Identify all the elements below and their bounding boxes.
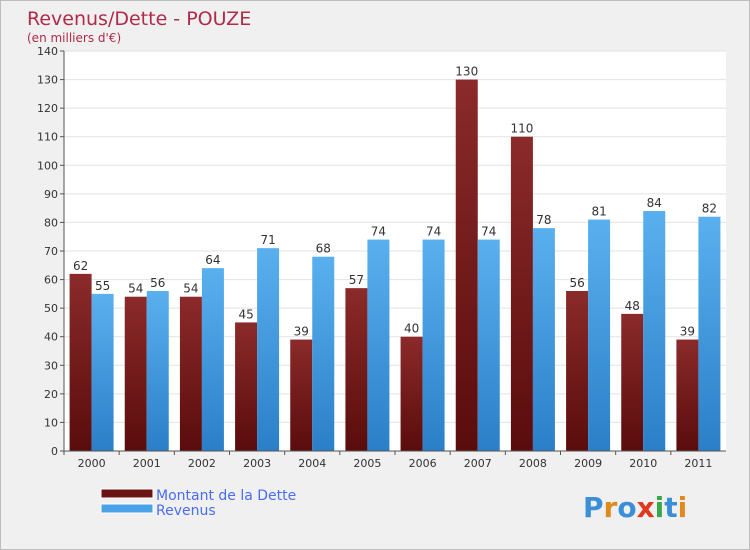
y-tick-label: 30	[44, 359, 58, 372]
x-tick-label: 2001	[133, 457, 161, 470]
y-tick-label: 100	[37, 159, 58, 172]
value-label-revenus-2003: 71	[260, 233, 275, 247]
bar-debt-2011	[676, 339, 699, 451]
y-tick-label: 10	[44, 416, 58, 429]
x-tick-label: 2010	[629, 457, 657, 470]
x-tick-label: 2006	[409, 457, 437, 470]
x-tick-label: 2007	[464, 457, 492, 470]
value-label-revenus-2010: 84	[647, 196, 662, 210]
y-tick-label: 120	[37, 102, 58, 115]
bar-debt-2009	[566, 291, 589, 451]
value-label-debt-2009: 56	[569, 276, 584, 290]
legend-swatch-revenus	[100, 503, 154, 514]
y-tick-label: 20	[44, 388, 58, 401]
bar-revenus-2003	[257, 248, 280, 451]
bar-debt-2003	[235, 322, 258, 451]
bar-debt-2000	[69, 273, 92, 451]
value-label-debt-2002: 54	[183, 282, 198, 296]
bar-debt-2004	[290, 339, 313, 451]
value-label-debt-2005: 57	[349, 273, 364, 287]
x-axis-ticks: 2000 2001 2002 2003 2004 2005 2006 2007 2008 2009…	[63, 451, 712, 470]
bars: 62 55 54 56 54 64 45 71 39 68 57 74 40 74 130 74 110 78 56…	[69, 65, 721, 452]
x-tick-label: 2005	[353, 457, 381, 470]
value-label-debt-2003: 45	[238, 307, 253, 321]
bar-debt-2001	[124, 296, 147, 451]
bar-revenus-2010	[643, 211, 666, 451]
value-label-debt-2006: 40	[404, 322, 419, 336]
bar-debt-2008	[510, 136, 533, 451]
x-tick-label: 2003	[243, 457, 271, 470]
value-label-revenus-2009: 81	[591, 205, 606, 219]
x-tick-label: 2008	[519, 457, 547, 470]
value-label-debt-2011: 39	[680, 325, 695, 339]
y-tick-label: 0	[51, 445, 58, 458]
bar-debt-2007	[455, 79, 478, 452]
bar-revenus-2000	[91, 293, 114, 451]
value-label-debt-2008: 110	[510, 122, 533, 136]
bar-debt-2005	[345, 288, 368, 451]
value-label-revenus-2001: 56	[150, 276, 165, 290]
value-label-debt-2000: 62	[73, 259, 88, 273]
value-label-revenus-2007: 74	[481, 225, 496, 239]
bar-revenus-2011	[698, 216, 721, 451]
gridlines	[64, 50, 726, 423]
value-label-revenus-2002: 64	[205, 253, 220, 267]
y-tick-label: 70	[44, 245, 58, 258]
y-tick-label: 90	[44, 188, 58, 201]
y-tick-label: 40	[44, 331, 58, 344]
bar-revenus-2005	[367, 239, 390, 451]
bar-revenus-2004	[312, 256, 335, 451]
legend-label-debt: Montant de la Dette	[156, 488, 296, 504]
value-label-revenus-2005: 74	[371, 225, 386, 239]
chart-title: Revenus/Dette - POUZE	[27, 8, 251, 30]
y-axis-ticks: 0 10 20 30 40 50 60 70 80 90 100 110 120 130 140	[37, 45, 64, 458]
y-tick-label: 50	[44, 302, 58, 315]
value-label-revenus-2011: 82	[702, 202, 717, 216]
value-label-debt-2001: 54	[128, 282, 143, 296]
bar-revenus-2007	[477, 239, 500, 451]
value-label-revenus-2006: 74	[426, 225, 441, 239]
x-tick-label: 2000	[78, 457, 106, 470]
y-tick-label: 130	[37, 74, 58, 87]
x-tick-label: 2009	[574, 457, 602, 470]
value-label-revenus-2000: 55	[95, 279, 110, 293]
bar-revenus-2001	[146, 291, 169, 451]
value-label-debt-2010: 48	[625, 299, 640, 313]
y-tick-label: 80	[44, 216, 58, 229]
bar-debt-2006	[400, 336, 423, 451]
bar-revenus-2006	[422, 239, 445, 451]
bar-debt-2010	[621, 313, 644, 451]
chart-subtitle: (en milliers d'€)	[27, 31, 121, 45]
bar-debt-2002	[179, 296, 202, 451]
legend-swatch-debt	[100, 488, 154, 499]
x-tick-label: 2002	[188, 457, 216, 470]
y-tick-label: 60	[44, 274, 58, 287]
legend-label-revenus: Revenus	[156, 503, 216, 519]
value-label-revenus-2004: 68	[316, 242, 331, 256]
y-tick-label: 140	[37, 45, 58, 58]
value-label-revenus-2008: 78	[536, 213, 551, 227]
value-label-debt-2004: 39	[294, 325, 309, 339]
bar-revenus-2008	[532, 228, 555, 451]
legend: Montant de la Dette Revenus	[100, 488, 296, 519]
bar-revenus-2002	[201, 268, 224, 451]
value-label-debt-2007: 130	[455, 65, 478, 79]
bar-revenus-2009	[588, 219, 611, 451]
x-tick-label: 2004	[298, 457, 326, 470]
y-tick-label: 110	[37, 131, 58, 144]
proxiti-logo: Proxiti	[583, 491, 687, 524]
x-tick-label: 2011	[684, 457, 712, 470]
